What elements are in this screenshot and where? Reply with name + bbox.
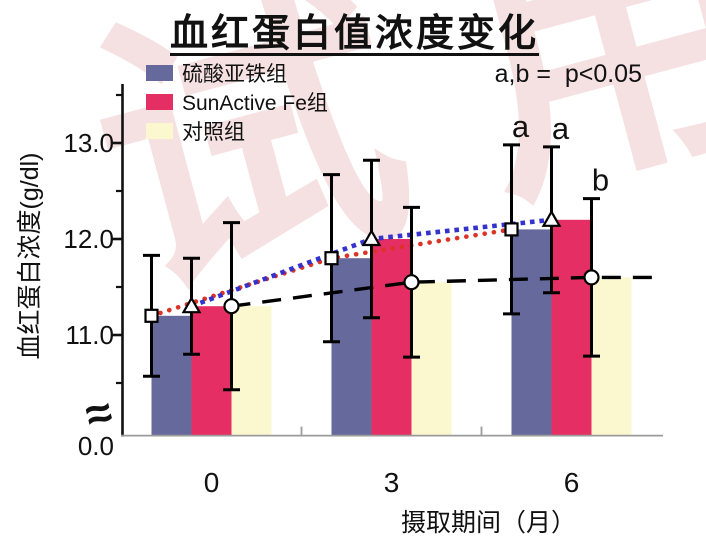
- x-tick-label-3: 3: [384, 467, 400, 498]
- legend-item-sunactive-fe: SunActive Fe组: [146, 91, 328, 115]
- legend-swatch-control: [146, 123, 173, 139]
- trend-line-series1: [190, 217, 552, 309]
- chart-title: 血红蛋白值浓度变化: [170, 13, 540, 55]
- legend-label: 对照组: [182, 121, 245, 144]
- bar-series1-month3: [371, 239, 412, 436]
- bar-series1-month0: [191, 306, 232, 436]
- sig-letter-series2-month6: b: [592, 163, 609, 198]
- sig-letter-series0-month6: a: [512, 109, 530, 144]
- bar-series0-month3: [331, 258, 372, 436]
- legend-swatch-sunactive-fe: [146, 94, 173, 110]
- bar-series2-month3: [411, 282, 452, 436]
- square-marker-series0-month3: [324, 251, 339, 266]
- circle-marker-series2-month3: [403, 274, 420, 291]
- bar-series1-month6: [551, 219, 592, 436]
- triangle-marker-series1-month3: [361, 228, 382, 247]
- bar-series2-month6: [591, 277, 632, 436]
- legend: 硫酸亚铁组 SunActive Fe组 对照组: [146, 62, 328, 149]
- square-marker-series0-month0: [144, 308, 159, 323]
- trend-line-series0: [149, 227, 514, 319]
- square-marker-series0-month6: [504, 222, 519, 237]
- legend-label: SunActive Fe组: [182, 92, 328, 115]
- triangle-marker-series1-month0: [181, 295, 202, 314]
- y-tick-label-11.0: 11.0: [65, 320, 114, 350]
- y-tick-label-12.0: 12.0: [63, 224, 114, 254]
- axis-break-symbol: ≈: [80, 384, 118, 442]
- legend-swatch-ferrous-sulfate: [146, 65, 173, 81]
- bar-series0-month6: [511, 229, 552, 436]
- circle-marker-series2-month6: [583, 269, 600, 286]
- significance-note: a,b = p<0.05: [494, 60, 642, 88]
- bar-series2-month0: [231, 306, 272, 436]
- sig-letter-series1-month6: a: [552, 111, 570, 146]
- circle-marker-series2-month0: [223, 298, 240, 315]
- triangle-marker-series1-month6: [541, 209, 562, 227]
- legend-item-control: 对照组: [146, 120, 328, 144]
- legend-label: 硫酸亚铁组: [182, 63, 287, 86]
- x-axis-title: 摄取期间（月）: [400, 509, 576, 537]
- trend-line-series2: [231, 275, 660, 308]
- bar-series0-month0: [151, 315, 192, 436]
- y-tick-label-13.0: 13.0: [63, 128, 114, 158]
- y-axis-title: 血红蛋白浓度(g/dl): [16, 152, 44, 360]
- legend-item-ferrous-sulfate: 硫酸亚铁组: [146, 62, 328, 86]
- x-tick-label-0: 0: [204, 467, 220, 498]
- x-tick-label-6: 6: [564, 467, 580, 498]
